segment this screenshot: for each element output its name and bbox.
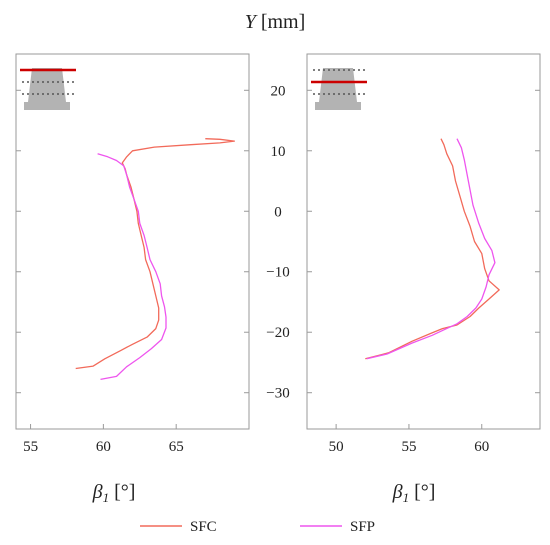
y-axis-title: Y [mm]: [245, 11, 306, 33]
y-tick-label: −10: [266, 265, 289, 281]
right-series-lines: [365, 138, 500, 360]
left-series-lines: [75, 138, 236, 381]
left-panel: 55 60 65 β1 [°]: [15, 53, 250, 505]
left-x-tick-label: 55: [23, 439, 38, 455]
right-inset-body: [315, 68, 361, 110]
left-x-symbol: β: [92, 481, 103, 503]
right-x-subscript: 1: [403, 490, 410, 505]
right-x-tick-label: 55: [401, 439, 416, 455]
right-plot-frame: [306, 53, 541, 430]
right-x-unit: [°]: [409, 481, 435, 503]
right-panel: 50 55 60 β1 [°]: [306, 53, 541, 505]
y-tick-label: 10: [271, 144, 286, 160]
left-x-ticks: 55 60 65: [16, 89, 249, 455]
right-x-axis-title: β1 [°]: [392, 481, 436, 505]
right-x-tick-label: 50: [329, 439, 344, 455]
left-series-sfp-line: [97, 153, 167, 381]
y-tick-label: −30: [266, 386, 289, 402]
left-plot-frame: [15, 53, 250, 430]
right-x-symbol: β: [392, 481, 403, 503]
legend-label-sfc: SFC: [190, 519, 217, 535]
right-x-ticks: 50 55 60: [307, 89, 540, 455]
legend-label-sfp: SFP: [350, 519, 375, 535]
right-probe-inset: [311, 68, 367, 110]
left-series-sfc-line: [75, 138, 236, 370]
right-x-tick-label: 60: [474, 439, 489, 455]
y-tick-label: −20: [266, 325, 289, 341]
right-series-sfc-line: [365, 138, 500, 360]
right-series-sfp-line: [366, 138, 496, 360]
y-axis-symbol: Y: [245, 11, 258, 33]
y-tick-label: 20: [271, 83, 286, 99]
left-x-subscript: 1: [103, 490, 110, 505]
y-axis-unit: [mm]: [256, 11, 305, 33]
left-x-axis-title: β1 [°]: [92, 481, 136, 505]
left-x-tick-label: 60: [96, 439, 111, 455]
left-x-unit: [°]: [109, 481, 135, 503]
left-x-tick-label: 65: [169, 439, 184, 455]
left-probe-inset: [20, 68, 76, 110]
legend: SFC SFP: [140, 519, 375, 535]
y-tick-label: 0: [274, 204, 282, 220]
y-tick-labels: 20 10 0 −10 −20 −30: [266, 83, 289, 401]
left-inset-body: [24, 68, 70, 110]
